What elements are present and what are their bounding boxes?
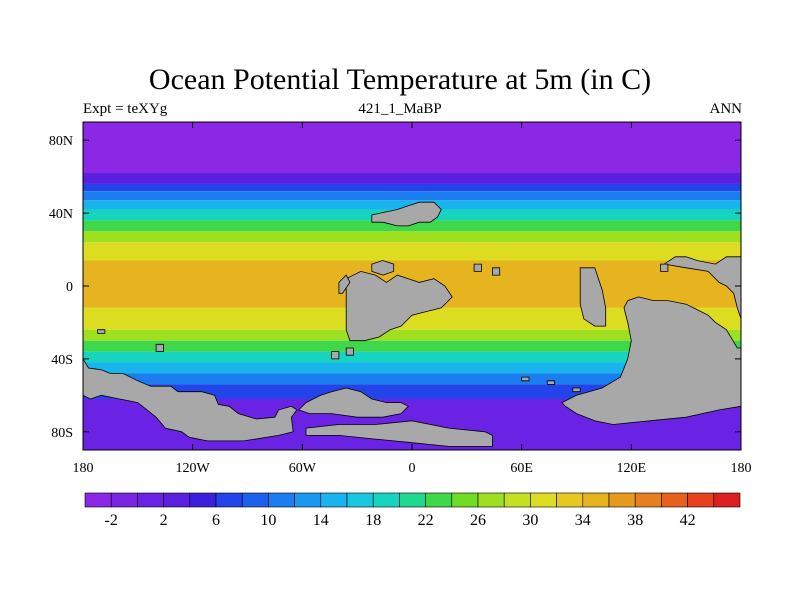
experiment-label: Expt = teXYg	[83, 101, 168, 117]
colorbar-label: 2	[160, 512, 168, 529]
land-island-7	[345, 347, 354, 356]
land-island-9	[546, 380, 555, 385]
colorbar-swatch	[346, 492, 374, 508]
longitude-axis: 180 120W 60W 0 60E 120E 180	[73, 122, 752, 476]
x-tick-label: 180	[731, 461, 752, 476]
temperature-band-6	[83, 220, 741, 232]
colorbar-label: 6	[212, 512, 220, 529]
temperature-band-7	[83, 231, 741, 243]
colorbar-swatch	[189, 492, 217, 508]
land-north-america	[83, 358, 298, 442]
colorbar-swatch	[110, 492, 138, 508]
land-island-8	[521, 376, 530, 382]
colorbar: -2 2 6 10 14 18 22 26 30 34 38 42	[84, 492, 741, 529]
colorbar-label: 18	[365, 512, 381, 529]
land-islands-small	[491, 267, 501, 276]
colorbar-label: 22	[418, 512, 434, 529]
land-australia-ridge	[561, 296, 741, 425]
latitude-axis: 80N 40N 0 40S 80S	[49, 134, 741, 441]
colorbar-swatch	[268, 492, 295, 508]
colorbar-swatch	[294, 492, 322, 508]
colorbar-swatch	[661, 492, 688, 508]
colorbar-swatch	[713, 492, 741, 508]
temperature-band-1	[83, 173, 741, 184]
temperature-band-11	[83, 329, 741, 341]
temperature-band-2	[83, 183, 741, 192]
land-africa-horn	[338, 274, 351, 294]
land-india	[579, 267, 607, 327]
colorbar-swatch	[163, 492, 191, 508]
colorbar-swatch	[84, 492, 112, 508]
colorbar-label: 26	[470, 512, 486, 529]
colorbar-swatch	[451, 492, 479, 508]
colorbar-swatch	[582, 492, 610, 508]
x-tick-label: 60E	[510, 461, 533, 476]
land-island-5	[155, 343, 164, 353]
time-period-label: 421_1_MaBP	[358, 101, 442, 117]
land-island-6	[331, 351, 340, 360]
colorbar-label: 42	[680, 512, 696, 529]
temperature-band-8	[83, 242, 741, 261]
x-tick-label: 180	[73, 461, 94, 476]
land-island-3	[660, 263, 669, 272]
x-tick-label: 0	[409, 461, 416, 476]
y-tick-label: 80N	[49, 134, 73, 149]
colorbar-label: 30	[522, 512, 538, 529]
colorbar-swatch	[503, 492, 531, 508]
land-masks	[83, 201, 741, 447]
temperature-band-0	[83, 122, 741, 174]
y-tick-label: 40S	[51, 353, 73, 368]
colorbar-swatch	[215, 492, 243, 508]
colorbar-swatch	[320, 492, 348, 508]
colorbar-label: -2	[105, 512, 118, 529]
land-island-4	[97, 329, 106, 334]
land-africa-main	[345, 270, 453, 342]
colorbar-swatch	[634, 492, 662, 508]
land-island-2	[473, 263, 482, 272]
map-title: Ocean Potential Temperature at 5m (in C)	[148, 63, 652, 96]
colorbar-label: 14	[313, 512, 329, 529]
season-label: ANN	[709, 101, 743, 117]
colorbar-swatch	[556, 492, 584, 508]
temperature-band-3	[83, 191, 741, 201]
y-tick-label: 80S	[51, 426, 73, 441]
y-tick-label: 0	[66, 280, 73, 295]
colorbar-swatch	[530, 492, 557, 508]
land-africa-eurasia-north	[371, 201, 442, 227]
land-antarctic-coast	[305, 420, 493, 447]
temperature-band-14	[83, 362, 741, 374]
colorbar-label: 34	[575, 512, 591, 529]
colorbar-swatch	[137, 492, 164, 508]
x-tick-label: 120W	[176, 461, 211, 476]
x-tick-label: 120E	[617, 461, 647, 476]
land-east-asia-coast	[663, 256, 741, 319]
colorbar-label: 38	[627, 512, 643, 529]
land-west-africa-bulge	[371, 260, 395, 276]
colorbar-swatch	[425, 492, 453, 508]
y-tick-label: 40N	[49, 207, 73, 222]
colorbar-swatch	[399, 492, 426, 508]
land-island-10	[572, 387, 581, 393]
temperature-band-10	[83, 307, 741, 330]
land-south-america	[297, 387, 409, 418]
colorbar-swatch	[608, 492, 636, 508]
temperature-band-12	[83, 340, 741, 352]
colorbar-swatch	[241, 492, 269, 508]
x-tick-label: 60W	[289, 461, 317, 476]
temperature-band-13	[83, 351, 741, 363]
colorbar-label: 10	[260, 512, 276, 529]
colorbar-swatch	[687, 492, 715, 508]
colorbar-swatch	[372, 492, 400, 508]
colorbar-swatch	[477, 492, 505, 508]
temperature-band-15	[83, 373, 741, 385]
